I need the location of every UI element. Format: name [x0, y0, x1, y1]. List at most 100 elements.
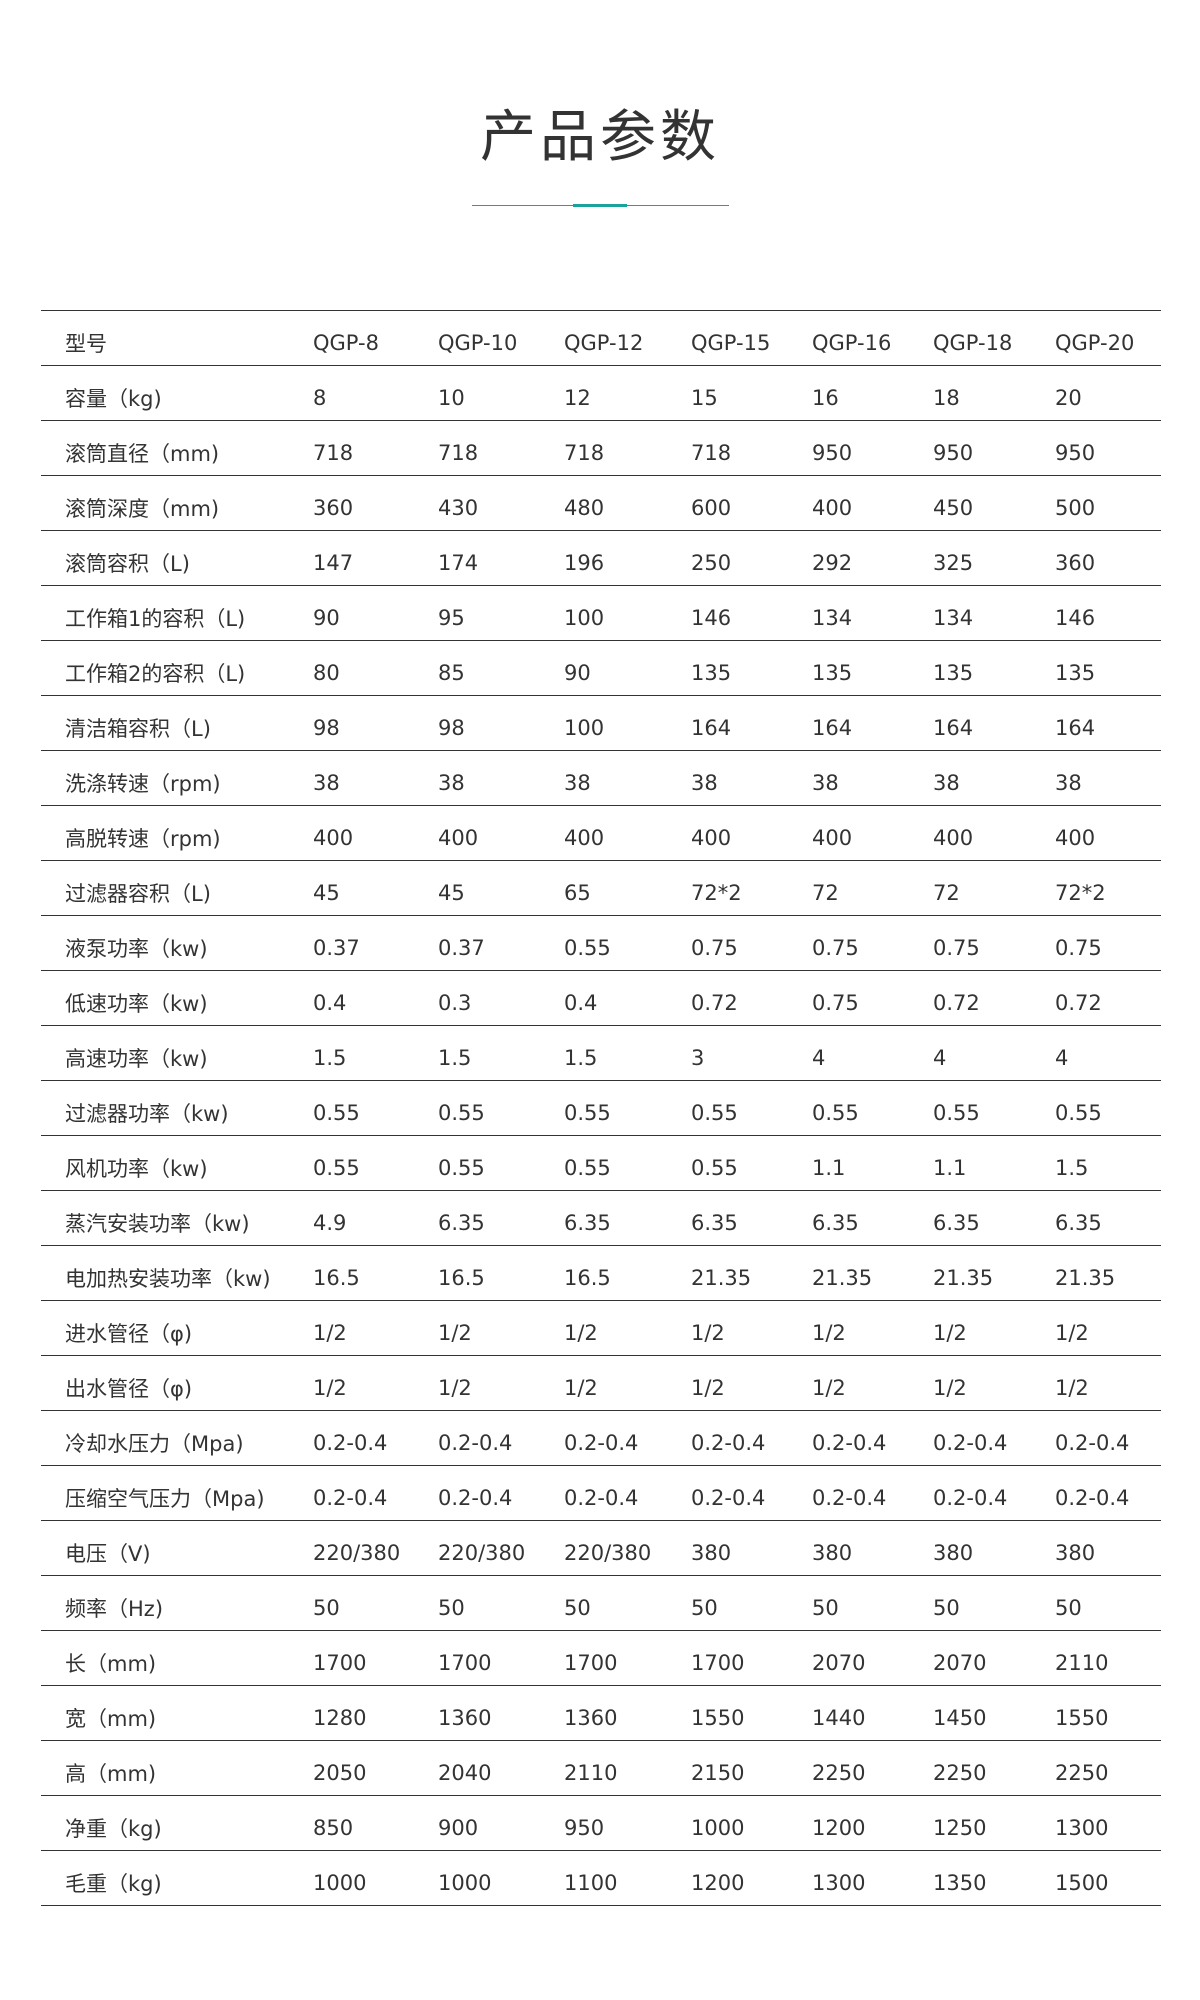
cell-value: 50 [313, 1575, 438, 1631]
cell-value: 16.5 [313, 1245, 438, 1301]
table-row: 毛重（kg) 1000 1000 1100 1200 1300 1350 1500 [41, 1850, 1161, 1906]
cell-value: 380 [1055, 1520, 1161, 1576]
row-label: 冷却水压力（Mpa) [41, 1410, 313, 1466]
cell-value: 4 [933, 1025, 1055, 1081]
cell-value: 0.72 [1055, 970, 1161, 1026]
cell-value: 1250 [933, 1795, 1055, 1851]
cell-value: 6.35 [812, 1190, 933, 1246]
cell-value: 220/380 [564, 1520, 691, 1576]
cell-value: 4.9 [313, 1190, 438, 1246]
cell-value: 21.35 [812, 1245, 933, 1301]
row-label: 清洁箱容积（L) [41, 695, 313, 751]
cell-value: 45 [313, 860, 438, 916]
cell-value: 0.2-0.4 [1055, 1465, 1161, 1521]
cell-value: 400 [1055, 805, 1161, 861]
cell-value: 21.35 [1055, 1245, 1161, 1301]
row-label: 净重（kg) [41, 1795, 313, 1851]
cell-value: 400 [313, 805, 438, 861]
cell-value: 0.55 [564, 1135, 691, 1191]
cell-value: 250 [691, 530, 812, 586]
cell-value: 1300 [1055, 1795, 1161, 1851]
cell-value: 1550 [691, 1685, 812, 1741]
cell-value: 1/2 [691, 1355, 812, 1411]
cell-value: 1.1 [812, 1135, 933, 1191]
cell-value: 1/2 [812, 1355, 933, 1411]
table-row: 风机功率（kw) 0.55 0.55 0.55 0.55 1.1 1.1 1.5 [41, 1135, 1161, 1191]
cell-value: 100 [564, 695, 691, 751]
cell-value: 8 [313, 365, 438, 421]
cell-value: 21.35 [933, 1245, 1055, 1301]
cell-value: 1700 [313, 1630, 438, 1686]
cell-value: 15 [691, 365, 812, 421]
cell-value: 1.5 [1055, 1135, 1161, 1191]
cell-value: 135 [812, 640, 933, 696]
header-row: 型号 QGP-8 QGP-10 QGP-12 QGP-15 QGP-16 QGP-18 QGP… [41, 310, 1161, 366]
cell-value: 1/2 [933, 1355, 1055, 1411]
cell-value: 950 [1055, 420, 1161, 476]
cell-value: 500 [1055, 475, 1161, 531]
row-label: 风机功率（kw) [41, 1135, 313, 1191]
cell-value: 718 [564, 420, 691, 476]
cell-value: 430 [438, 475, 564, 531]
cell-value: 0.37 [438, 915, 564, 971]
cell-value: 1.5 [438, 1025, 564, 1081]
cell-value: 100 [564, 585, 691, 641]
cell-value: 2250 [812, 1740, 933, 1796]
cell-value: 4 [812, 1025, 933, 1081]
header-model: QGP-16 [812, 310, 933, 366]
cell-value: 164 [812, 695, 933, 751]
cell-value: 400 [812, 475, 933, 531]
header-label: 型号 [41, 310, 313, 366]
row-label: 毛重（kg) [41, 1850, 313, 1906]
row-label: 洗涤转速（rpm) [41, 750, 313, 806]
cell-value: 0.55 [564, 1080, 691, 1136]
table-row: 滚筒直径（mm) 718 718 718 718 950 950 950 [41, 420, 1161, 476]
header-model: QGP-8 [313, 310, 438, 366]
cell-value: 1440 [812, 1685, 933, 1741]
cell-value: 1/2 [1055, 1355, 1161, 1411]
row-label: 工作箱1的容积（L) [41, 585, 313, 641]
cell-value: 1.5 [313, 1025, 438, 1081]
cell-value: 950 [812, 420, 933, 476]
row-label: 进水管径（φ) [41, 1300, 313, 1356]
cell-value: 0.37 [313, 915, 438, 971]
cell-value: 72 [812, 860, 933, 916]
row-label: 低速功率（kw) [41, 970, 313, 1026]
cell-value: 2070 [812, 1630, 933, 1686]
cell-value: 2110 [564, 1740, 691, 1796]
cell-value: 38 [564, 750, 691, 806]
cell-value: 4 [1055, 1025, 1161, 1081]
cell-value: 380 [812, 1520, 933, 1576]
cell-value: 0.55 [564, 915, 691, 971]
cell-value: 45 [438, 860, 564, 916]
cell-value: 38 [1055, 750, 1161, 806]
table-row: 洗涤转速（rpm) 38 38 38 38 38 38 38 [41, 750, 1161, 806]
cell-value: 50 [1055, 1575, 1161, 1631]
cell-value: 1/2 [933, 1300, 1055, 1356]
header-model: QGP-10 [438, 310, 564, 366]
cell-value: 360 [313, 475, 438, 531]
cell-value: 1.5 [564, 1025, 691, 1081]
cell-value: 1700 [691, 1630, 812, 1686]
table-body: 容量（kg) 8 10 12 15 16 18 20 滚筒直径（mm) 718 718 718 718 9… [41, 365, 1161, 1906]
cell-value: 50 [812, 1575, 933, 1631]
cell-value: 718 [313, 420, 438, 476]
cell-value: 380 [691, 1520, 812, 1576]
row-label: 宽（mm) [41, 1685, 313, 1741]
cell-value: 50 [438, 1575, 564, 1631]
cell-value: 38 [691, 750, 812, 806]
cell-value: 900 [438, 1795, 564, 1851]
cell-value: 146 [1055, 585, 1161, 641]
cell-value: 85 [438, 640, 564, 696]
cell-value: 0.75 [812, 915, 933, 971]
cell-value: 98 [313, 695, 438, 751]
cell-value: 718 [691, 420, 812, 476]
cell-value: 16.5 [564, 1245, 691, 1301]
cell-value: 90 [313, 585, 438, 641]
cell-value: 147 [313, 530, 438, 586]
page-title: 产品参数 [480, 105, 720, 170]
table-row: 出水管径（φ) 1/2 1/2 1/2 1/2 1/2 1/2 1/2 [41, 1355, 1161, 1411]
row-label: 长（mm) [41, 1630, 313, 1686]
cell-value: 292 [812, 530, 933, 586]
cell-value: 2040 [438, 1740, 564, 1796]
